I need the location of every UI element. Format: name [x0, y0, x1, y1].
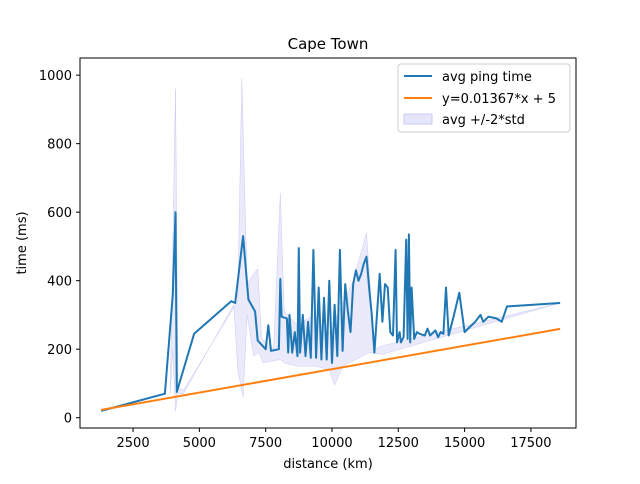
fit-line [101, 327, 561, 411]
y-tick-label: 600 [47, 206, 72, 221]
x-axis-label: distance (km) [283, 457, 373, 472]
x-tick-label: 5000 [183, 436, 216, 451]
x-tick-label: 10000 [311, 436, 352, 451]
y-tick-label: 200 [47, 343, 72, 358]
y-axis-ticks: 0 200 400 600 800 1000 [39, 69, 80, 427]
std-band [169, 78, 561, 411]
x-tick-label: 7500 [249, 436, 282, 451]
legend-label-band: avg +/-2*std [442, 113, 525, 128]
x-tick-label: 12500 [378, 436, 419, 451]
avg-ping-line [100, 211, 561, 412]
legend-box [397, 63, 571, 133]
chart-title: Cape Town [288, 35, 369, 53]
x-axis-ticks: 2500 5000 7500 10000 12500 15000 17500 [117, 428, 552, 451]
legend-swatch-band [403, 113, 433, 125]
x-tick-label: 17500 [510, 436, 551, 451]
y-tick-label: 400 [47, 275, 72, 290]
x-tick-label: 2500 [117, 436, 150, 451]
x-tick-label: 15000 [444, 436, 485, 451]
y-axis-label: time (ms) [15, 211, 30, 274]
legend-label-avg: avg ping time [442, 70, 532, 85]
y-tick-label: 0 [64, 412, 72, 427]
plot-frame [79, 57, 577, 429]
lines-layer [100, 211, 561, 412]
legend: avg ping time y=0.01367*x + 5 avg +/-2*s… [397, 63, 571, 133]
y-tick-label: 800 [47, 138, 72, 153]
legend-label-fit: y=0.01367*x + 5 [442, 92, 556, 107]
y-tick-label: 1000 [39, 69, 72, 84]
band-layer [169, 78, 561, 411]
